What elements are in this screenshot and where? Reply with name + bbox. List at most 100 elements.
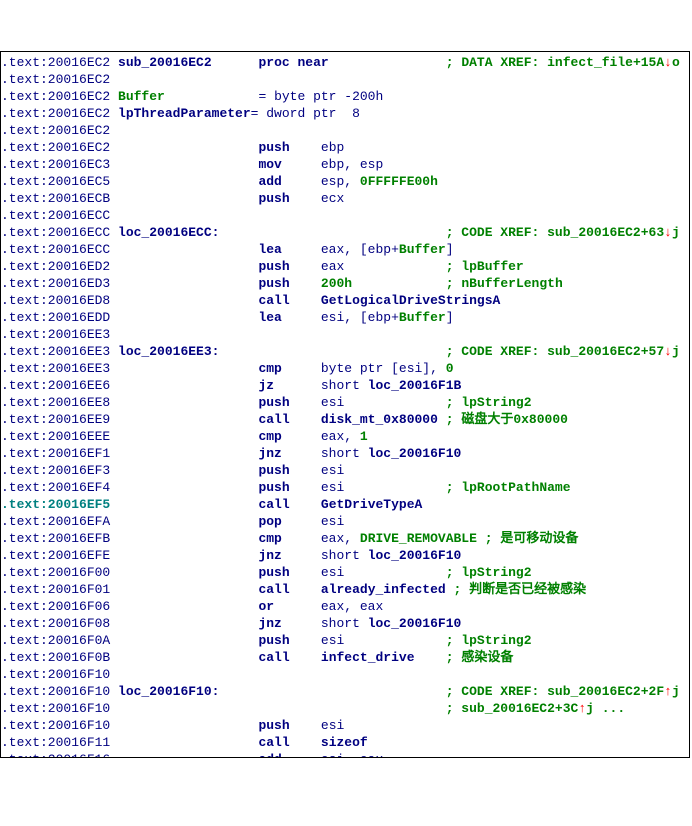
operand: 0 — [446, 361, 454, 376]
operand: short — [321, 378, 368, 393]
operand: ] — [446, 310, 454, 325]
disasm-line[interactable]: .text:20016EC2 push ebp — [1, 139, 689, 156]
mnemonic: push — [258, 395, 289, 410]
operand: esi — [321, 463, 344, 478]
decl: = dword ptr 8 — [251, 106, 360, 121]
xref-comment: ; DATA XREF: infect_file+15A↓o — [446, 55, 680, 70]
disasm-line[interactable]: .text:20016EE3 loc_20016EE3: ; CODE XREF… — [1, 343, 689, 360]
disasm-line[interactable]: .text:20016ECC — [1, 207, 689, 224]
comment: ; 是可移动设备 — [477, 531, 578, 546]
mnemonic: push — [258, 480, 289, 495]
disasm-line[interactable]: .text:20016EC2 lpThreadParameter= dword … — [1, 105, 689, 122]
disasm-line[interactable]: .text:20016EE6 jz short loc_20016F1B — [1, 377, 689, 394]
operand: GetDriveTypeA — [321, 497, 422, 512]
disasm-line[interactable]: .text:20016F0A push esi ; lpString2 — [1, 632, 689, 649]
disasm-line[interactable]: .text:20016EF3 push esi — [1, 462, 689, 479]
decl: = byte ptr -200h — [258, 89, 383, 104]
disasm-line[interactable]: .text:20016EFA pop esi — [1, 513, 689, 530]
disasm-line[interactable]: .text:20016EE3 cmp byte ptr [esi], 0 — [1, 360, 689, 377]
mnemonic: jz — [258, 378, 274, 393]
address: .text:20016F16 — [1, 752, 110, 758]
address: .text:20016EF1 — [1, 446, 110, 461]
disasm-line[interactable]: .text:20016ED3 push 200h ; nBufferLength — [1, 275, 689, 292]
operand: ebp, esp — [321, 157, 383, 172]
address: .text:20016EF5 — [1, 497, 110, 512]
mnemonic: jnz — [258, 548, 281, 563]
mnemonic: lea — [258, 242, 281, 257]
mnemonic: jnz — [258, 616, 281, 631]
comment: ; nBufferLength — [446, 276, 563, 291]
address: .text:20016F11 — [1, 735, 110, 750]
disasm-line[interactable]: .text:20016EC2 — [1, 71, 689, 88]
disasm-line[interactable]: .text:20016F10 push esi — [1, 717, 689, 734]
disasm-line[interactable]: .text:20016F00 push esi ; lpString2 — [1, 564, 689, 581]
mnemonic: cmp — [258, 531, 281, 546]
disasm-line[interactable]: .text:20016F06 or eax, eax — [1, 598, 689, 615]
operand: 200h — [321, 276, 352, 291]
operand: eax — [321, 259, 344, 274]
mnemonic: jnz — [258, 446, 281, 461]
disasm-line[interactable]: .text:20016EC3 mov ebp, esp — [1, 156, 689, 173]
operand: esi — [321, 395, 344, 410]
disasm-line[interactable]: .text:20016ECC lea eax, [ebp+Buffer] — [1, 241, 689, 258]
disasm-line[interactable]: .text:20016EE9 call disk_mt_0x80000 ; 磁盘… — [1, 411, 689, 428]
disasm-line[interactable]: .text:20016ED8 call GetLogicalDriveStrin… — [1, 292, 689, 309]
disasm-line[interactable]: .text:20016EF4 push esi ; lpRootPathName — [1, 479, 689, 496]
label: loc_20016F10: — [118, 684, 219, 699]
operand: Buffer — [399, 310, 446, 325]
mnemonic: push — [258, 140, 289, 155]
disassembly-view[interactable]: .text:20016EC2 sub_20016EC2 proc near ; … — [0, 51, 690, 758]
mnemonic: mov — [258, 157, 281, 172]
disasm-line[interactable]: .text:20016EC2 — [1, 122, 689, 139]
operand: Buffer — [399, 242, 446, 257]
mnemonic: call — [258, 293, 289, 308]
operand: esi, [ebp+ — [321, 310, 399, 325]
operand: infect_drive — [321, 650, 415, 665]
address: .text:20016ECC — [1, 242, 110, 257]
operand: short — [321, 548, 368, 563]
comment: ; lpRootPathName — [446, 480, 571, 495]
disasm-line[interactable]: .text:20016EE8 push esi ; lpString2 — [1, 394, 689, 411]
operand: ecx — [321, 191, 344, 206]
address: .text:20016EC2 — [1, 89, 110, 104]
disasm-line[interactable]: .text:20016EC5 add esp, 0FFFFFE00h — [1, 173, 689, 190]
disasm-line[interactable]: .text:20016EC2 Buffer = byte ptr -200h — [1, 88, 689, 105]
operand: eax, [ebp+ — [321, 242, 399, 257]
mnemonic: pop — [258, 514, 281, 529]
mnemonic: push — [258, 191, 289, 206]
mnemonic: call — [258, 412, 289, 427]
disasm-line[interactable]: .text:20016ECB push ecx — [1, 190, 689, 207]
mnemonic: call — [258, 735, 289, 750]
disasm-line[interactable]: .text:20016F08 jnz short loc_20016F10 — [1, 615, 689, 632]
decl: proc near — [258, 55, 328, 70]
address: .text:20016F10 — [1, 667, 110, 682]
address: .text:20016EC2 — [1, 123, 110, 138]
disasm-line[interactable]: .text:20016EEE cmp eax, 1 — [1, 428, 689, 445]
disasm-line[interactable]: .text:20016F11 call sizeof — [1, 734, 689, 751]
disasm-line[interactable]: .text:20016EDD lea esi, [ebp+Buffer] — [1, 309, 689, 326]
address: .text:20016F06 — [1, 599, 110, 614]
disasm-line[interactable]: .text:20016F0B call infect_drive ; 感染设备 — [1, 649, 689, 666]
disasm-line[interactable]: .text:20016EF5 call GetDriveTypeA — [1, 496, 689, 513]
operand: esi — [321, 565, 344, 580]
disasm-line[interactable]: .text:20016EFE jnz short loc_20016F10 — [1, 547, 689, 564]
address: .text:20016EF3 — [1, 463, 110, 478]
comment: ; lpString2 — [446, 395, 532, 410]
mnemonic: add — [258, 752, 281, 758]
address: .text:20016EE6 — [1, 378, 110, 393]
disasm-line[interactable]: .text:20016EFB cmp eax, DRIVE_REMOVABLE … — [1, 530, 689, 547]
operand: eax, — [321, 429, 360, 444]
disasm-line[interactable]: .text:20016F01 call already_infected ; 判… — [1, 581, 689, 598]
operand: ebp — [321, 140, 344, 155]
disasm-line[interactable]: .text:20016ECC loc_20016ECC: ; CODE XREF… — [1, 224, 689, 241]
disasm-line[interactable]: .text:20016F10 loc_20016F10: ; CODE XREF… — [1, 683, 689, 700]
disasm-line[interactable]: .text:20016ED2 push eax ; lpBuffer — [1, 258, 689, 275]
disasm-line[interactable]: .text:20016F16 add esi, eax — [1, 751, 689, 758]
disasm-line[interactable]: .text:20016EF1 jnz short loc_20016F10 — [1, 445, 689, 462]
disasm-line[interactable]: .text:20016F10 — [1, 666, 689, 683]
disasm-line[interactable]: .text:20016EE3 — [1, 326, 689, 343]
address: .text:20016F10 — [1, 718, 110, 733]
operand: eax, eax — [321, 599, 383, 614]
address: .text:20016F0B — [1, 650, 110, 665]
disasm-line[interactable]: .text:20016EC2 sub_20016EC2 proc near ; … — [1, 54, 689, 71]
